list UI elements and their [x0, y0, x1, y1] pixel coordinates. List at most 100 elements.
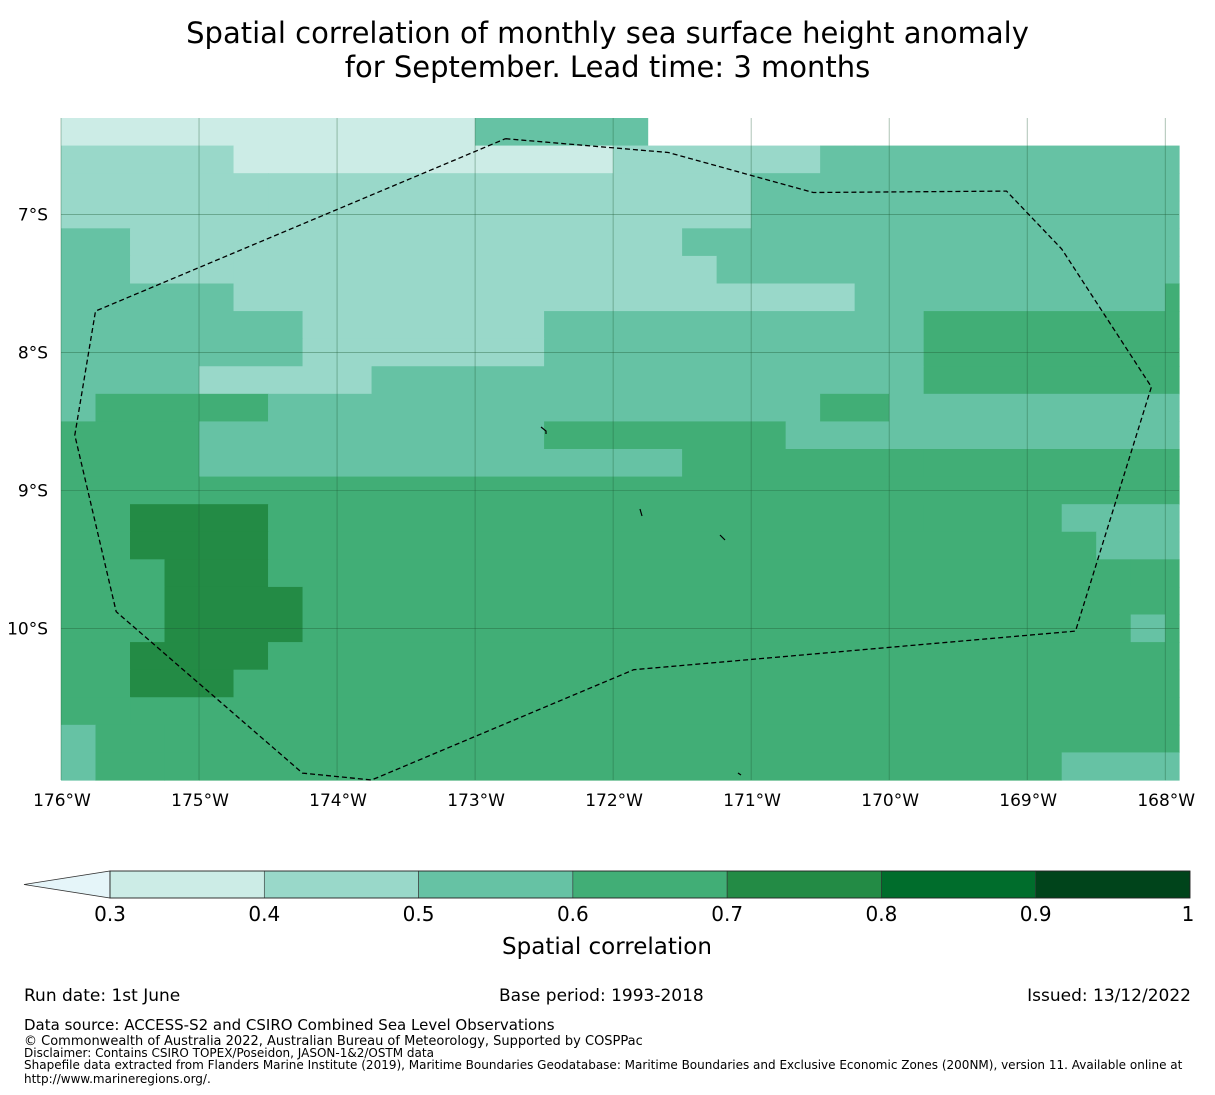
issued-date-text: Issued: 13/12/2022: [1027, 986, 1191, 1006]
colorbar-tick-label: 0.9: [1020, 902, 1052, 926]
colorbar-tick-labels: 0.3 0.4 0.5 0.6 0.7 0.8 0.9 1: [94, 902, 1194, 926]
correlation-cell: [199, 752, 1063, 781]
correlation-cell: [233, 669, 1166, 698]
correlation-cell: [61, 118, 476, 147]
correlation-cell: [923, 366, 1180, 395]
correlation-cell: [268, 642, 1166, 671]
correlation-cell: [1165, 752, 1180, 781]
colorbar-label: Spatial correlation: [502, 934, 712, 960]
colorbar-segments: [23, 870, 1191, 899]
correlation-cell: [164, 559, 269, 588]
island-coastline: [719, 534, 726, 541]
correlation-cell: [302, 586, 1180, 616]
longitude-tick-label: 171°W: [723, 791, 781, 811]
correlation-cell: [61, 283, 235, 312]
correlation-cell: [923, 449, 1180, 478]
correlation-cell: [1096, 531, 1180, 560]
colorbar-tick-label: 0.6: [557, 902, 589, 926]
copyright-text: © Commonwealth of Australia 2022, Austra…: [24, 1034, 643, 1049]
correlation-cell: [889, 531, 1097, 560]
longitude-tick-labels: 176°W 175°W 174°W 173°W 172°W 171°W 170°W 169°W…: [33, 791, 1195, 811]
data-source-text: Data source: ACCESS-S2 and CSIRO Combine…: [24, 1016, 555, 1034]
graticule-lines: [60, 118, 1179, 780]
correlation-cell: [923, 311, 1180, 340]
colorbar-outline: [109, 870, 1191, 899]
correlation-cell: [268, 559, 1132, 588]
correlation-cell: [544, 311, 925, 340]
correlation-cell: [164, 752, 200, 781]
correlation-cell: [613, 145, 821, 174]
shapefile-credit-text: Shapefile data extracted from Flanders M…: [24, 1058, 1183, 1072]
correlation-cell: [233, 283, 338, 312]
correlation-cell: [1165, 697, 1180, 726]
correlation-cell: [854, 283, 1166, 312]
latitude-tick-label: 9°S: [18, 481, 48, 501]
correlation-cell: [682, 228, 1180, 257]
correlation-cell: [61, 531, 131, 560]
correlation-cell: [337, 283, 856, 312]
correlation-cell: [61, 724, 97, 754]
correlation-cell: [1061, 504, 1180, 533]
correlation-cell: [268, 504, 925, 533]
base-period-text: Base period: 1993-2018: [499, 986, 704, 1006]
colorbar-segment: [572, 870, 728, 899]
latitude-tick-label: 7°S: [18, 206, 48, 226]
run-date-text: Run date: 1st June: [24, 986, 181, 1006]
correlation-cell: [820, 145, 856, 174]
correlation-cell: [233, 255, 718, 285]
correlation-cell: [61, 697, 131, 726]
colorbar-segment: [1035, 870, 1191, 899]
correlation-cell: [1165, 642, 1180, 671]
longitude-tick-label: 173°W: [447, 791, 505, 811]
correlation-cell: [716, 255, 1180, 285]
correlation-cell: [889, 393, 1180, 423]
longitude-tick-label: 174°W: [309, 791, 367, 811]
colorbar-tick-label: 0.3: [94, 902, 126, 926]
colorbar-segment: [881, 870, 1037, 899]
island-coastline: [540, 426, 547, 434]
correlation-cell: [61, 586, 166, 616]
correlation-cell: [1061, 752, 1166, 781]
correlation-grid-cells: [61, 118, 1180, 781]
correlation-cell: [61, 642, 131, 671]
correlation-cell: [544, 421, 787, 450]
colorbar-tick-label: 0.4: [248, 902, 280, 926]
correlation-cell: [371, 366, 925, 395]
correlation-cell: [751, 173, 1180, 202]
longitude-tick-label: 176°W: [33, 791, 91, 811]
correlation-cell: [130, 228, 683, 257]
chart-title-line-1: Spatial correlation of monthly sea surfa…: [186, 16, 1029, 50]
correlation-cell: [95, 393, 269, 423]
correlation-cell: [923, 504, 1063, 533]
correlation-cell: [233, 145, 614, 174]
correlation-cell: [164, 586, 304, 616]
correlation-cell: [61, 421, 200, 450]
longitude-tick-label: 172°W: [585, 791, 643, 811]
longitude-tick-label: 170°W: [861, 791, 919, 811]
correlation-cell: [61, 145, 235, 174]
correlation-cell: [682, 449, 925, 478]
latitude-tick-label: 8°S: [18, 343, 48, 363]
correlation-cell: [199, 366, 373, 395]
colorbar-segment: [726, 870, 882, 899]
chart-title-line-2: for September. Lead time: 3 months: [344, 50, 871, 84]
colorbar-tick-label: 0.5: [403, 902, 435, 926]
longitude-tick-label: 175°W: [171, 791, 229, 811]
correlation-cell: [302, 311, 545, 340]
correlation-cell: [923, 338, 1180, 367]
correlation-cell: [95, 752, 166, 781]
colorbar-segment: [263, 870, 419, 899]
colorbar: 0.3 0.4 0.5 0.6 0.7 0.8 0.9 1 Spatial correlati…: [23, 870, 1194, 960]
latitude-tick-label: 10°S: [7, 619, 48, 639]
correlation-cell: [61, 366, 200, 395]
correlation-cell: [268, 697, 1166, 726]
colorbar-segment: [109, 870, 265, 899]
latitude-tick-labels: 7°S 8°S 9°S 10°S: [7, 206, 48, 640]
island-coastline: [639, 508, 643, 517]
correlation-cell: [61, 752, 97, 781]
correlation-cell: [544, 338, 925, 367]
correlation-cell: [785, 421, 1180, 450]
colorbar-tick-label: 0.8: [866, 902, 898, 926]
correlation-cell: [268, 531, 890, 560]
